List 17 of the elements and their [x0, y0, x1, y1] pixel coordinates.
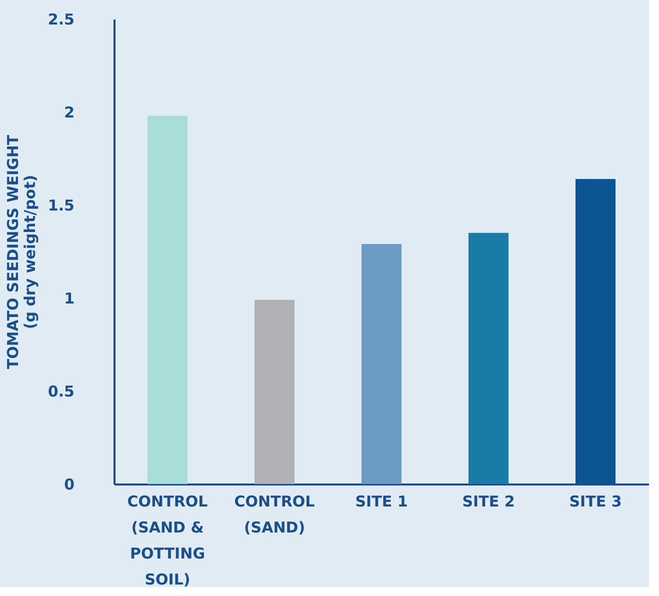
x-tick-label: SITE 3 [569, 492, 622, 510]
y-tick-label: 1 [64, 290, 74, 308]
y-axis-title: TOMATO SEEDINGS WEIGHT (g dry weight/pot) [4, 134, 39, 370]
y-tick-label: 2.5 [48, 10, 74, 28]
bar [468, 232, 508, 484]
x-tick-label: CONTROL (SAND) [234, 492, 316, 536]
y-tick-label: 0 [64, 476, 74, 494]
x-tick-label: CONTROL (SAND & POTTING SOIL) [127, 492, 208, 588]
x-tick-label: SITE 2 [462, 492, 515, 510]
y-tick-label: 1.5 [48, 196, 74, 214]
bar [362, 244, 402, 484]
x-tick-label: SITE 1 [355, 492, 408, 510]
bar [576, 178, 616, 484]
y-tick-label: 2 [64, 104, 74, 122]
y-tick-label: 0.5 [48, 382, 74, 400]
bar [148, 116, 188, 484]
bar [254, 300, 294, 484]
